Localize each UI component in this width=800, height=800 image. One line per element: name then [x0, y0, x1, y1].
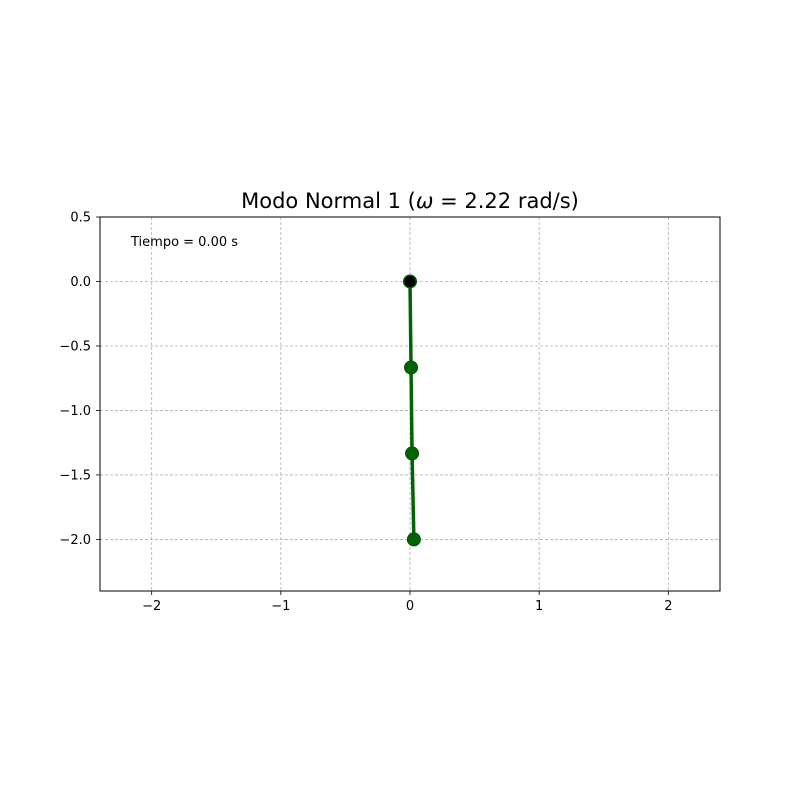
y-tick-label: −1.0 [59, 404, 91, 419]
x-tick-label: 2 [664, 599, 672, 614]
x-tick-label: 0 [406, 599, 414, 614]
data-layer [403, 274, 421, 547]
pendulum-mass [404, 360, 419, 375]
pivot-point [404, 275, 416, 287]
y-tick-label: 0.0 [70, 275, 91, 290]
y-tick-label: −0.5 [59, 339, 91, 354]
x-tick-label: −1 [271, 599, 290, 614]
x-tick-label: −2 [142, 599, 161, 614]
ticks: −2 −1 0 1 2 0.5 0.0 −0.5 −1.0 −1.5 −2.0 [59, 211, 672, 615]
y-tick-label: 0.5 [70, 211, 91, 226]
chart-title: Modo Normal 1 (ω = 2.22 rad/s) [241, 189, 579, 213]
y-tick-label: −2.0 [59, 533, 91, 548]
chart-title-prefix: Modo Normal 1 ( [241, 189, 416, 213]
chart-title-suffix: = 2.22 rad/s) [433, 189, 578, 213]
pendulum-mass [405, 446, 420, 461]
pendulum-mass [406, 532, 421, 547]
pendulum-rod [408, 279, 416, 542]
x-tick-label: 1 [535, 599, 543, 614]
y-tick-label: −1.5 [59, 468, 91, 483]
chart-title-symbol: ω [416, 189, 434, 213]
time-annotation: Tiempo = 0.00 s [130, 235, 238, 250]
